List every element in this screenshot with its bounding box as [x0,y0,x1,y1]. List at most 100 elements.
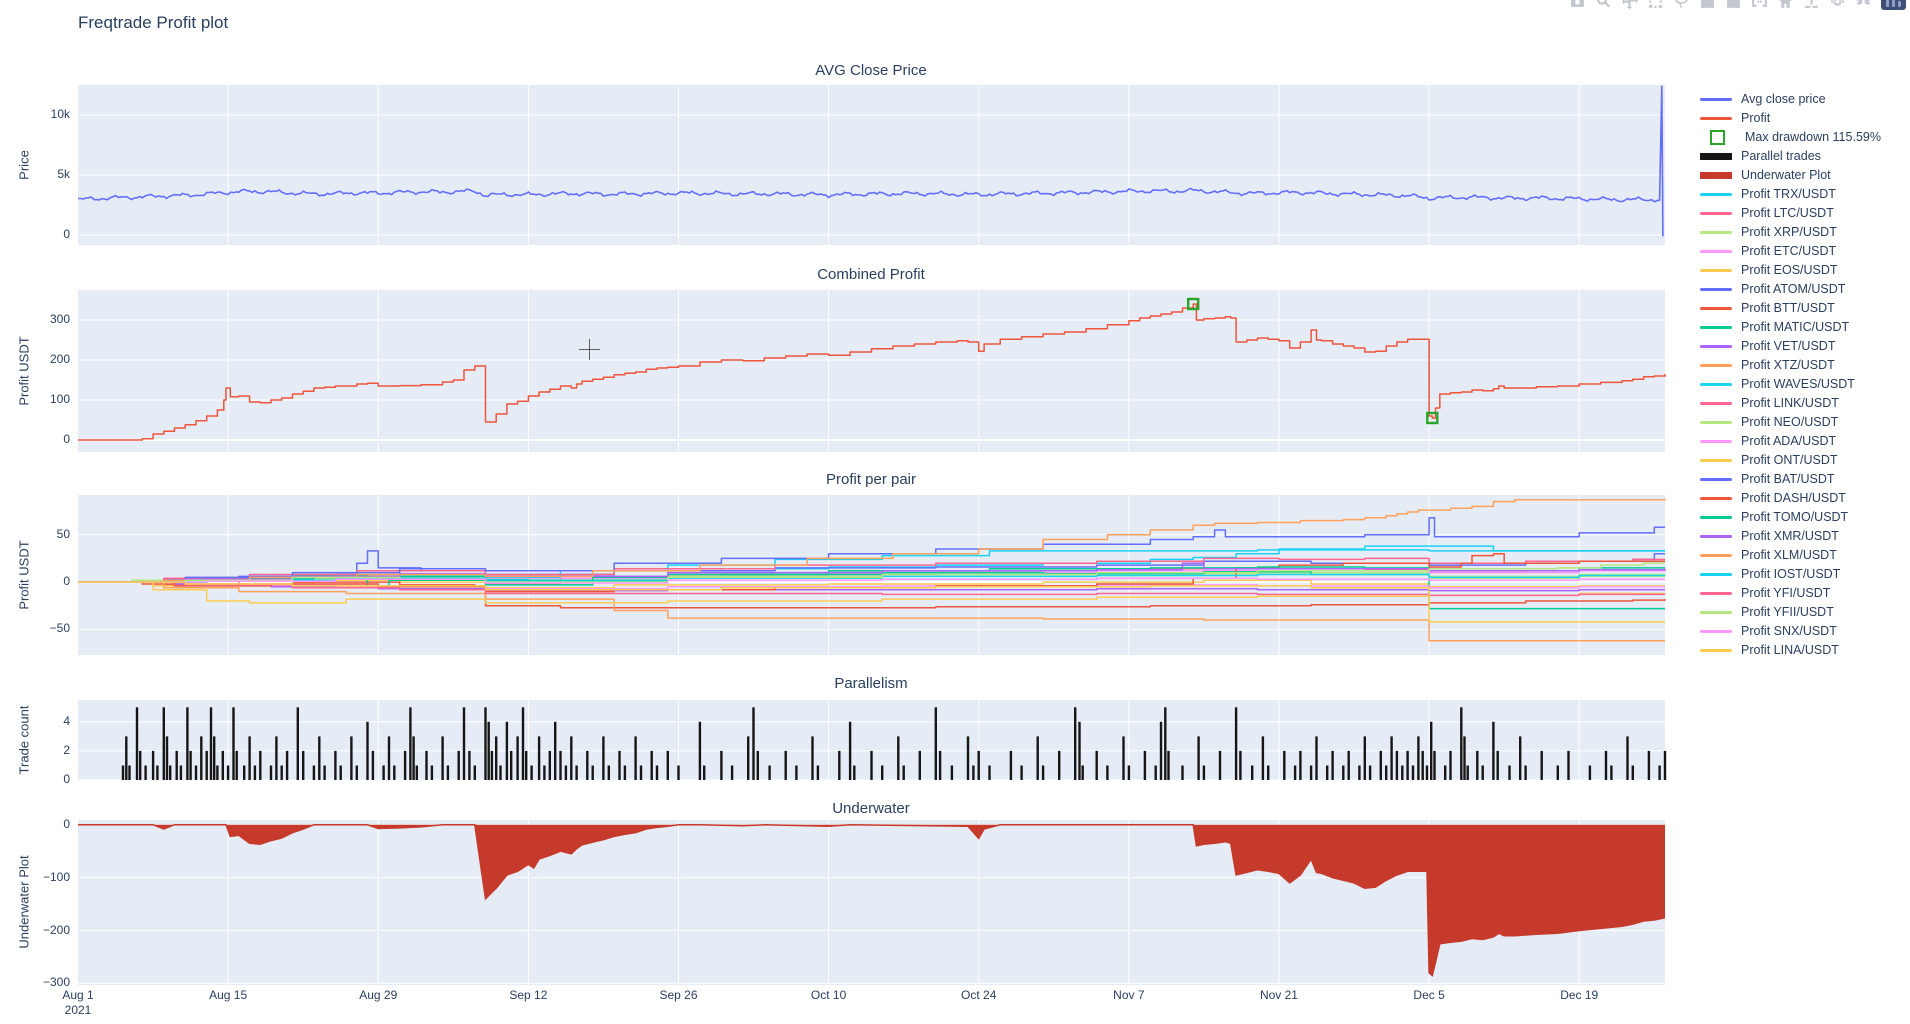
reset-axes-icon[interactable] [1777,0,1794,10]
legend-item-profit-yfii-usdt[interactable]: Profit YFII/USDT [1700,603,1834,622]
x-tick-label: Sep 12 [509,988,548,1002]
legend-line-swatch-icon [1700,477,1732,481]
y-tick-label: 0 [63,816,70,831]
x-tick-label: Sep 26 [659,988,698,1002]
x-tick-label: Nov 21 [1259,988,1298,1002]
legend-item-profit-xtz-usdt[interactable]: Profit XTZ/USDT [1700,356,1835,375]
legend-item-profit-lina-usdt[interactable]: Profit LINA/USDT [1700,641,1839,660]
legend-item-profit-etc-usdt[interactable]: Profit ETC/USDT [1700,242,1836,261]
legend-label: Profit WAVES/USDT [1741,377,1855,391]
legend-item-profit-ltc-usdt[interactable]: Profit LTC/USDT [1700,204,1834,223]
legend-label: Profit LINK/USDT [1741,396,1839,410]
legend-item-avg-close-price[interactable]: Avg close price [1700,90,1826,109]
legend-item-profit-xmr-usdt[interactable]: Profit XMR/USDT [1700,527,1839,546]
trace-profit-xtz-usdt [78,581,1665,642]
legend-item-profit-vet-usdt[interactable]: Profit VET/USDT [1700,337,1835,356]
trace-profit-link-usdt [78,557,1665,583]
combined-profit-subplot [78,290,1666,452]
legend-label: Max drawdown 115.59% [1745,130,1881,144]
page-title: Freqtrade Profit plot [78,13,229,32]
legend-item-profit-tomo-usdt[interactable]: Profit TOMO/USDT [1700,508,1848,527]
legend-label: Profit EOS/USDT [1741,263,1838,277]
legend-item-profit-snx-usdt[interactable]: Profit SNX/USDT [1700,622,1837,641]
x-tick-label: Aug 1 2021 [62,988,94,1017]
y-tick-label: −300 [42,975,70,990]
trace-profit-snx-usdt [78,577,1665,584]
y-tick-label: 0 [63,432,70,446]
zoom-out-icon[interactable] [1725,0,1742,10]
legend-item-profit-xlm-usdt[interactable]: Profit XLM/USDT [1700,546,1837,565]
legend-item-profit-ada-usdt[interactable]: Profit ADA/USDT [1700,432,1836,451]
zoom-in-icon[interactable] [1699,0,1716,10]
trace-profit-xlm-usdt [78,498,1666,583]
legend-label: Profit LTC/USDT [1741,206,1834,220]
legend-item-profit-dash-usdt[interactable]: Profit DASH/USDT [1700,489,1846,508]
legend-line-swatch-icon [1700,268,1732,272]
legend-line-swatch-icon [1700,629,1732,633]
legend-label: Profit ETC/USDT [1741,244,1837,258]
legend-line-swatch-icon [1700,306,1732,310]
y-tick-label: 2 [63,742,70,757]
legend-line-swatch-icon [1700,648,1732,652]
camera-icon[interactable] [1569,0,1586,10]
plot-area[interactable] [78,85,1665,245]
y-tick-label: 50 [56,526,70,541]
legend-item-max-drawdown-115-59-[interactable]: Max drawdown 115.59% [1700,128,1881,147]
trace-profit [78,303,1666,441]
plot-area[interactable] [78,290,1665,452]
hover-closest-icon[interactable] [1829,0,1846,10]
trace-profit-lina-usdt [78,581,1665,623]
zoom-icon[interactable] [1595,0,1612,10]
legend-label: Profit XMR/USDT [1741,529,1839,543]
underwater-subplot [78,820,1666,985]
y-tick-label: 0 [63,574,70,589]
legend-label: Parallel trades [1741,149,1821,163]
legend-item-profit-neo-usdt[interactable]: Profit NEO/USDT [1700,413,1838,432]
legend-item-underwater-plot[interactable]: Underwater Plot [1700,166,1831,185]
legend-line-swatch-icon [1700,116,1732,120]
legend-item-profit-matic-usdt[interactable]: Profit MATIC/USDT [1700,318,1849,337]
y-tick-label: 0 [63,772,70,786]
subplot-title-combined-profit: Combined Profit [817,266,925,283]
pan-icon[interactable] [1621,0,1638,10]
legend-label: Profit BTT/USDT [1741,301,1835,315]
legend-line-swatch-icon [1700,152,1732,160]
legend-item-profit-atom-usdt[interactable]: Profit ATOM/USDT [1700,280,1845,299]
legend-item-profit-eos-usdt[interactable]: Profit EOS/USDT [1700,261,1838,280]
subplot-title-profit-per-pair: Profit per pair [825,471,917,488]
y-tick-label: 200 [49,352,70,366]
legend-item-profit-iost-usdt[interactable]: Profit IOST/USDT [1700,565,1840,584]
legend-line-swatch-icon [1700,344,1732,348]
legend-line-swatch-icon [1700,230,1732,234]
plotly-logo[interactable] [1881,0,1906,10]
legend-item-profit-trx-usdt[interactable]: Profit TRX/USDT [1700,185,1836,204]
box-select-icon[interactable] [1647,0,1664,10]
legend-item-profit-ont-usdt[interactable]: Profit ONT/USDT [1700,451,1838,470]
legend-item-profit[interactable]: Profit [1700,109,1770,128]
max-drawdown-swatch-icon [1710,129,1725,145]
autoscale-icon[interactable] [1751,0,1768,10]
x-tick-label: Aug 29 [359,988,398,1002]
legend-label: Profit SNX/USDT [1741,624,1837,638]
legend-line-swatch-icon [1700,458,1732,462]
spikelines-icon[interactable] [1803,0,1820,10]
lasso-icon[interactable] [1673,0,1690,10]
y-tick-label: −100 [42,869,70,884]
legend-item-profit-bat-usdt[interactable]: Profit BAT/USDT [1700,470,1835,489]
modebar [1569,0,1906,11]
legend-line-swatch-icon [1700,610,1732,614]
legend-item-profit-link-usdt[interactable]: Profit LINK/USDT [1700,394,1839,413]
hover-compare-icon[interactable] [1855,0,1872,10]
legend-item-profit-yfi-usdt[interactable]: Profit YFI/USDT [1700,584,1830,603]
legend-item-profit-waves-usdt[interactable]: Profit WAVES/USDT [1700,375,1855,394]
legend-line-swatch-icon [1700,496,1732,500]
legend-item-profit-xrp-usdt[interactable]: Profit XRP/USDT [1700,223,1837,242]
legend-line-swatch-icon [1700,171,1732,179]
parallel-trades-bars [121,707,1667,780]
legend-item-profit-btt-usdt[interactable]: Profit BTT/USDT [1700,299,1835,318]
legend-line-swatch-icon [1700,401,1732,405]
legend-item-parallel-trades[interactable]: Parallel trades [1700,147,1821,166]
trace-profit-bat-usdt [78,516,1665,583]
